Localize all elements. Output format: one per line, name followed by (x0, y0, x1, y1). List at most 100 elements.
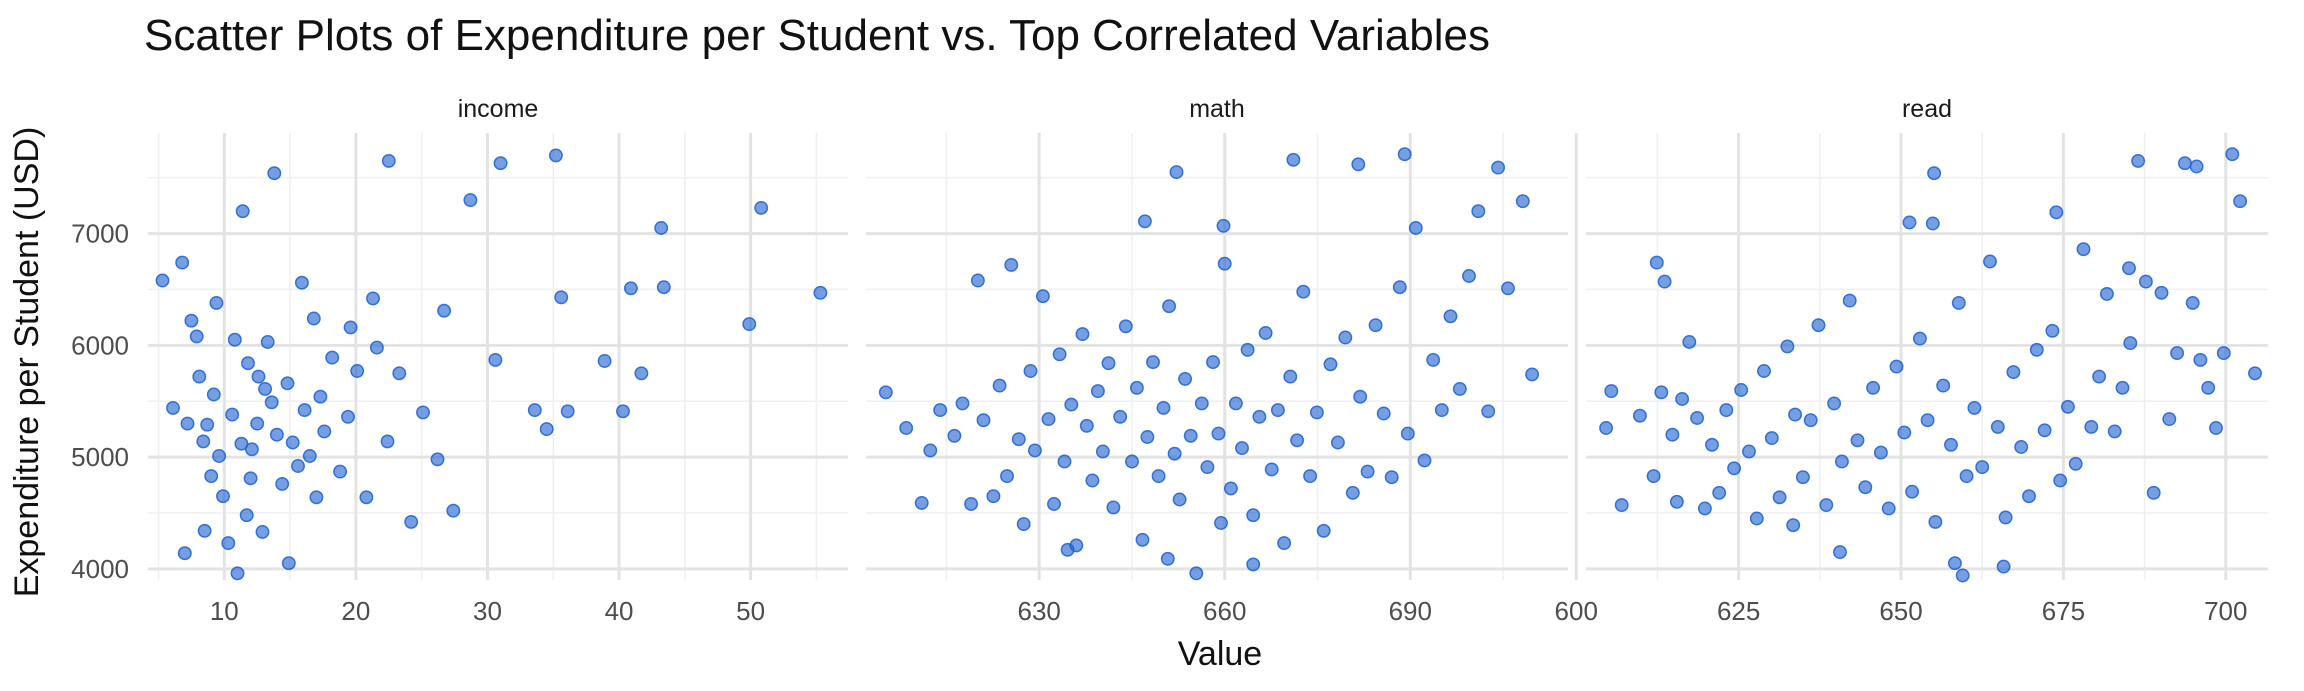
data-point (1757, 364, 1771, 378)
data-point (2022, 489, 2036, 504)
data-point (1041, 412, 1056, 427)
chart-title: Scatter Plots of Expenditure per Student… (144, 11, 1490, 60)
data-point (1035, 289, 1050, 304)
y-axis-title: Expenditure per Student (USD) (8, 127, 46, 598)
data-point (1060, 542, 1075, 557)
data-point (313, 389, 328, 404)
data-point (1920, 413, 1935, 428)
data-point (2189, 159, 2204, 174)
data-point (1240, 342, 1255, 357)
data-point (1172, 492, 1187, 507)
data-point (1881, 501, 1896, 516)
data-point (1819, 498, 1834, 513)
data-point (1057, 454, 1072, 469)
x-tick-label: 660 (1203, 596, 1246, 626)
x-tick-label: 625 (1717, 596, 1760, 626)
data-point (258, 381, 273, 396)
data-point (1228, 396, 1243, 411)
data-point (1211, 426, 1226, 441)
data-point (1384, 470, 1399, 485)
data-point (325, 350, 340, 365)
data-point (1719, 403, 1734, 418)
x-tick-label: 20 (341, 596, 370, 626)
data-point (1905, 484, 1920, 499)
data-point (1712, 485, 1727, 500)
data-point (1983, 254, 1997, 269)
data-point (1392, 280, 1407, 295)
data-point (297, 403, 312, 418)
data-point (1085, 473, 1100, 488)
data-point (992, 378, 1007, 393)
data-point (1426, 352, 1441, 367)
data-point (1016, 517, 1031, 532)
data-point (1665, 427, 1680, 442)
data-point (970, 273, 985, 288)
data-point (275, 476, 290, 491)
y-tick-label: 5000 (71, 442, 129, 472)
data-point (1632, 408, 1647, 423)
data-point (1286, 152, 1301, 167)
data-point (1178, 371, 1193, 386)
data-point (1338, 330, 1353, 345)
data-point (1811, 318, 1826, 333)
data-point (1095, 444, 1110, 459)
data-point (623, 281, 638, 296)
data-point (986, 489, 1001, 504)
data-point (204, 469, 219, 484)
data-point (1258, 326, 1273, 340)
data-point (1742, 444, 1756, 459)
data-point (1669, 494, 1684, 509)
data-point (260, 335, 275, 349)
data-point (1270, 403, 1285, 418)
data-point (1011, 432, 1026, 447)
data-point (1925, 216, 1940, 231)
data-point (1217, 256, 1232, 271)
data-point (1682, 335, 1697, 349)
data-point (1788, 407, 1803, 422)
data-point (189, 329, 204, 344)
data-point (1156, 400, 1171, 415)
data-point (1462, 269, 1476, 283)
data-point (964, 497, 979, 511)
data-point (1780, 339, 1795, 354)
data-point (1417, 453, 1432, 468)
data-point (2037, 423, 2052, 438)
data-point (1160, 551, 1175, 566)
data-point (180, 416, 195, 431)
data-point (1151, 469, 1166, 484)
data-point (2201, 380, 2216, 395)
data-point (341, 409, 355, 424)
data-point (976, 413, 991, 428)
data-point (1027, 443, 1042, 458)
data-point (548, 148, 563, 163)
data-point (2045, 323, 2060, 338)
data-point (878, 385, 893, 400)
data-point (2076, 242, 2091, 257)
data-point (294, 275, 309, 290)
x-tick-label: 650 (1879, 596, 1922, 626)
data-point (1764, 431, 1779, 446)
data-point (933, 403, 948, 418)
data-point (1902, 215, 1917, 230)
data-point (1264, 462, 1279, 477)
data-point (2099, 286, 2114, 301)
x-tick-label: 700 (2204, 596, 2247, 626)
data-point (235, 204, 250, 219)
data-point (488, 352, 503, 367)
data-point (1998, 510, 2013, 525)
data-point (1252, 409, 1267, 424)
x-tick-label: 675 (2042, 596, 2085, 626)
data-point (2060, 399, 2075, 414)
data-point (1772, 490, 1787, 505)
data-point (656, 280, 671, 295)
data-point (1316, 523, 1331, 538)
data-point (1842, 293, 1857, 308)
x-tick-label: 630 (1017, 596, 1060, 626)
data-point (1928, 514, 1943, 529)
data-point (1944, 437, 1958, 452)
x-tick-label: 690 (1389, 596, 1432, 626)
data-point (269, 427, 284, 442)
x-axis-title: Value (1178, 635, 1262, 673)
data-point (264, 395, 279, 410)
